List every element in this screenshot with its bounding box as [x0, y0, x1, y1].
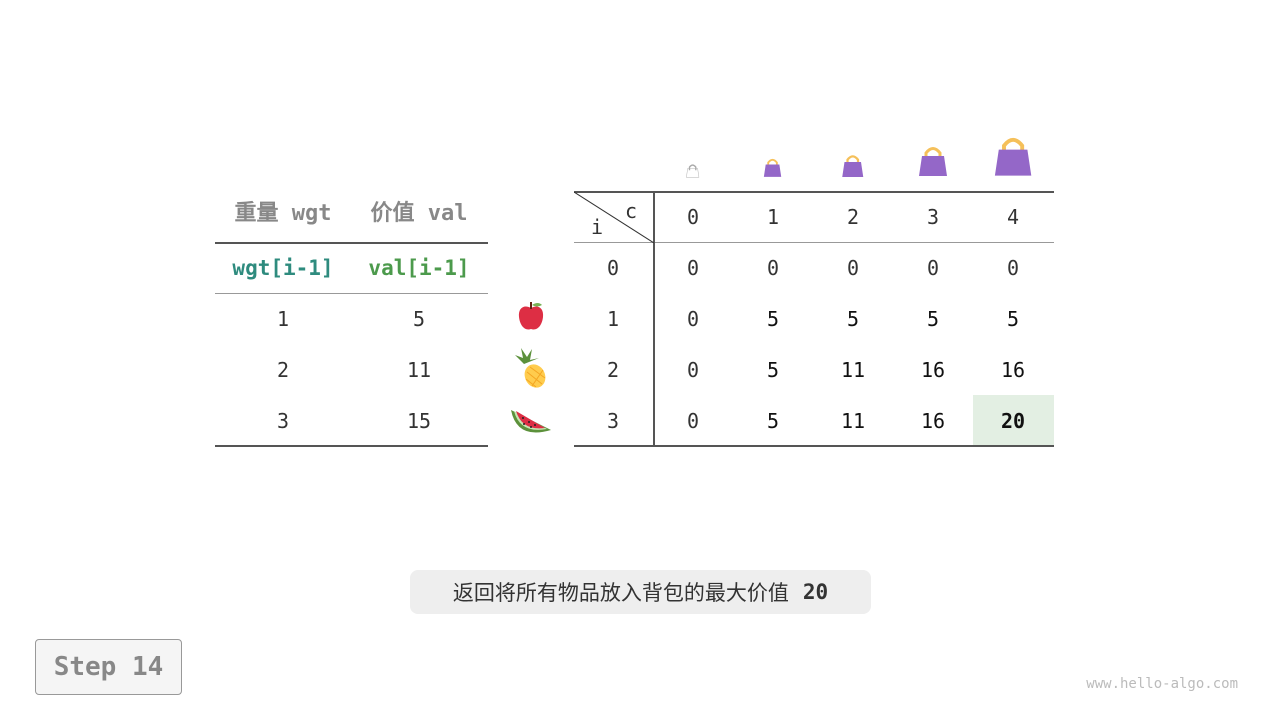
- row-header: 0: [606, 256, 620, 280]
- bag-icon: [764, 158, 782, 177]
- divider: [574, 242, 1054, 243]
- divider: [215, 293, 488, 294]
- bag-icon: [842, 154, 864, 177]
- pineapple-icon: [515, 348, 546, 388]
- dp-cell: 0: [686, 358, 700, 382]
- wgt-cell: 2: [276, 358, 290, 382]
- subheader-wgt: wgt[i-1]: [232, 256, 334, 280]
- bag-icon: [686, 164, 700, 178]
- dp-cell: 11: [840, 358, 866, 382]
- dp-cell: 0: [846, 256, 860, 280]
- caption-text: 返回将所有物品放入背包的最大价值: [452, 581, 789, 605]
- col-label: c: [624, 199, 638, 223]
- dp-cell: 5: [1006, 307, 1020, 331]
- divider: [574, 191, 1054, 193]
- wgt-cell: 3: [276, 409, 290, 433]
- apple-icon: [518, 302, 544, 330]
- dp-cell: 0: [766, 256, 780, 280]
- col-header: 4: [1006, 205, 1020, 229]
- row-header: 2: [606, 358, 620, 382]
- subheader-val: val[i-1]: [368, 256, 470, 280]
- bag-icon: [919, 147, 947, 176]
- row-header: 3: [606, 409, 620, 433]
- watermelon-icon: [511, 410, 551, 433]
- bag-icon: [994, 137, 1032, 176]
- wgt-cell: 1: [276, 307, 290, 331]
- caption-value: 20: [802, 580, 829, 604]
- val-cell: 11: [406, 358, 432, 382]
- dp-cell: 11: [840, 409, 866, 433]
- divider: [215, 445, 488, 447]
- dp-cell: 0: [686, 256, 700, 280]
- watermark: www.hello-algo.com: [1086, 676, 1238, 692]
- dp-cell: 0: [1006, 256, 1020, 280]
- dp-cell: 16: [1000, 358, 1026, 382]
- col-header: 3: [926, 205, 940, 229]
- divider: [215, 242, 488, 244]
- dp-cell: 0: [686, 307, 700, 331]
- val-cell: 15: [406, 409, 432, 433]
- dp-cell: 16: [920, 409, 946, 433]
- dp-cell: 5: [766, 409, 780, 433]
- header-weight: 重量 wgt: [234, 201, 332, 226]
- highlight-cell: [973, 395, 1054, 446]
- step-button[interactable]: Step 14: [35, 639, 182, 695]
- header-value: 价值 val: [370, 201, 468, 226]
- dp-cell: 5: [926, 307, 940, 331]
- row-header: 1: [606, 307, 620, 331]
- caption: 返回将所有物品放入背包的最大价值 20: [410, 570, 871, 614]
- col-header: 0: [686, 205, 700, 229]
- col-header: 2: [846, 205, 860, 229]
- dp-cell: 5: [846, 307, 860, 331]
- dp-cell: 0: [686, 409, 700, 433]
- dp-cell: 20: [1000, 409, 1026, 433]
- dp-cell: 16: [920, 358, 946, 382]
- dp-cell: 5: [766, 307, 780, 331]
- divider: [574, 445, 1054, 447]
- val-cell: 5: [412, 307, 426, 331]
- dp-cell: 5: [766, 358, 780, 382]
- divider: [653, 192, 655, 446]
- dp-cell: 0: [926, 256, 940, 280]
- row-label: i: [590, 215, 604, 239]
- col-header: 1: [766, 205, 780, 229]
- diagonal-divider: [574, 192, 654, 243]
